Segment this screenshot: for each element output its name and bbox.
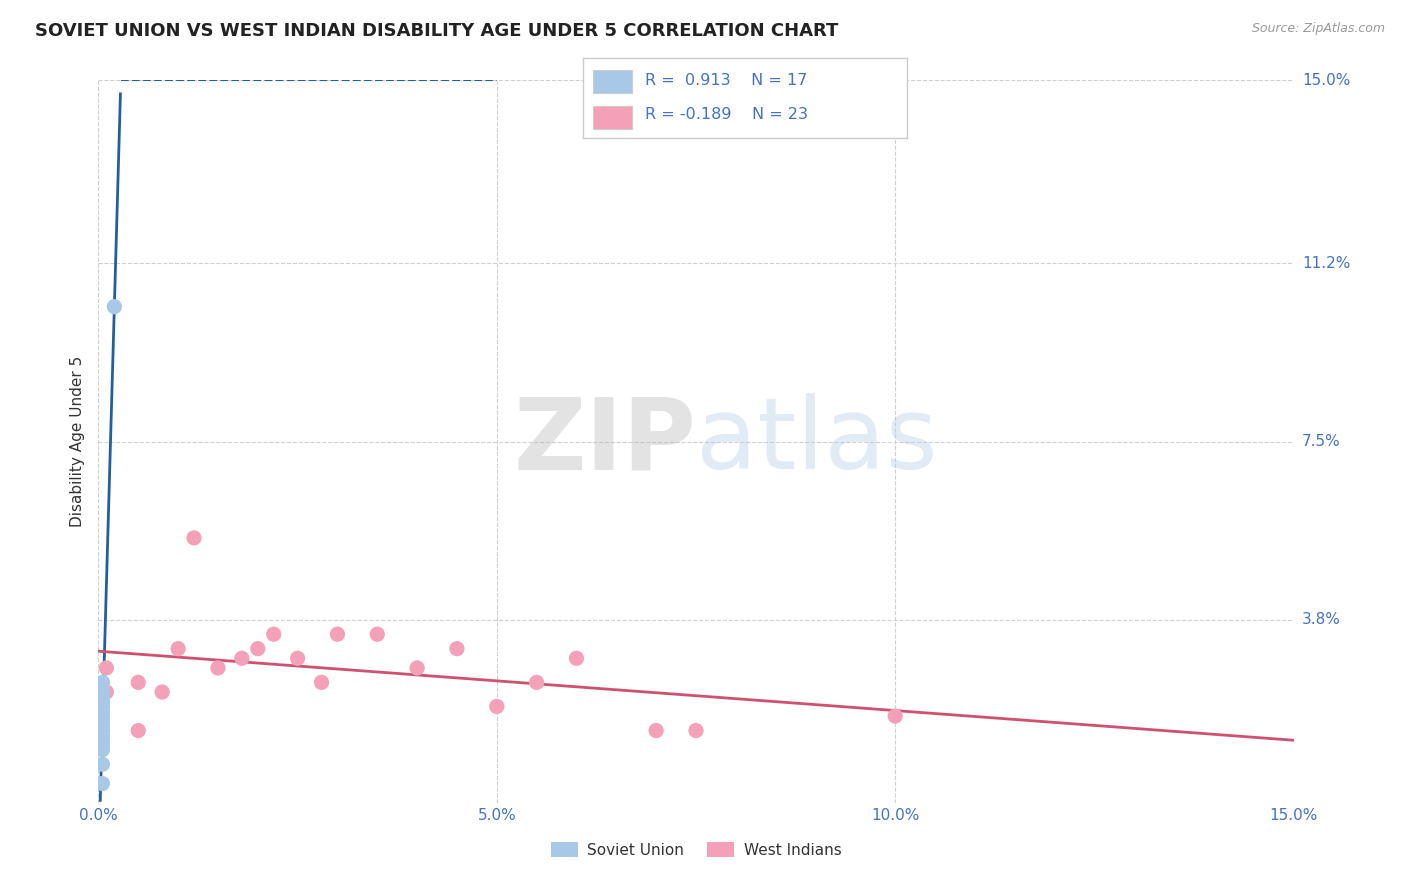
Text: 3.8%: 3.8% bbox=[1302, 612, 1341, 627]
Point bbox=[231, 651, 253, 665]
Point bbox=[207, 661, 229, 675]
Text: R = -0.189    N = 23: R = -0.189 N = 23 bbox=[645, 107, 808, 122]
Point bbox=[91, 757, 114, 772]
Point bbox=[96, 661, 118, 675]
Point bbox=[406, 661, 429, 675]
Point bbox=[366, 627, 388, 641]
Point bbox=[287, 651, 309, 665]
Point bbox=[91, 733, 114, 747]
Point bbox=[91, 728, 114, 742]
Text: SOVIET UNION VS WEST INDIAN DISABILITY AGE UNDER 5 CORRELATION CHART: SOVIET UNION VS WEST INDIAN DISABILITY A… bbox=[35, 22, 838, 40]
Point bbox=[565, 651, 588, 665]
Point bbox=[91, 714, 114, 728]
Point bbox=[103, 300, 125, 314]
Point bbox=[91, 738, 114, 752]
Point bbox=[645, 723, 668, 738]
Legend: Soviet Union, West Indians: Soviet Union, West Indians bbox=[544, 836, 848, 863]
Point bbox=[91, 699, 114, 714]
Point bbox=[446, 641, 468, 656]
Point bbox=[685, 723, 707, 738]
Bar bbox=[593, 106, 633, 128]
Point bbox=[485, 699, 508, 714]
Point bbox=[263, 627, 285, 641]
Point bbox=[246, 641, 269, 656]
Point bbox=[311, 675, 333, 690]
Point bbox=[150, 685, 173, 699]
Text: Source: ZipAtlas.com: Source: ZipAtlas.com bbox=[1251, 22, 1385, 36]
Text: 7.5%: 7.5% bbox=[1302, 434, 1340, 449]
Text: R =  0.913    N = 17: R = 0.913 N = 17 bbox=[645, 73, 807, 88]
Point bbox=[127, 675, 149, 690]
Point bbox=[91, 675, 114, 690]
Text: atlas: atlas bbox=[696, 393, 938, 490]
Point bbox=[884, 709, 907, 723]
Text: 11.2%: 11.2% bbox=[1302, 256, 1350, 271]
Point bbox=[91, 704, 114, 718]
Point bbox=[326, 627, 349, 641]
Point bbox=[167, 641, 190, 656]
Point bbox=[91, 685, 114, 699]
Point bbox=[91, 776, 114, 790]
Point bbox=[91, 723, 114, 738]
Point bbox=[183, 531, 205, 545]
Point bbox=[91, 695, 114, 709]
Point bbox=[91, 690, 114, 704]
Point bbox=[127, 723, 149, 738]
Point bbox=[91, 743, 114, 757]
Point bbox=[91, 709, 114, 723]
Text: ZIP: ZIP bbox=[513, 393, 696, 490]
Text: 15.0%: 15.0% bbox=[1302, 73, 1350, 87]
Point bbox=[526, 675, 548, 690]
Point bbox=[91, 719, 114, 733]
Y-axis label: Disability Age Under 5: Disability Age Under 5 bbox=[70, 356, 86, 527]
Point bbox=[96, 685, 118, 699]
Bar bbox=[593, 70, 633, 93]
